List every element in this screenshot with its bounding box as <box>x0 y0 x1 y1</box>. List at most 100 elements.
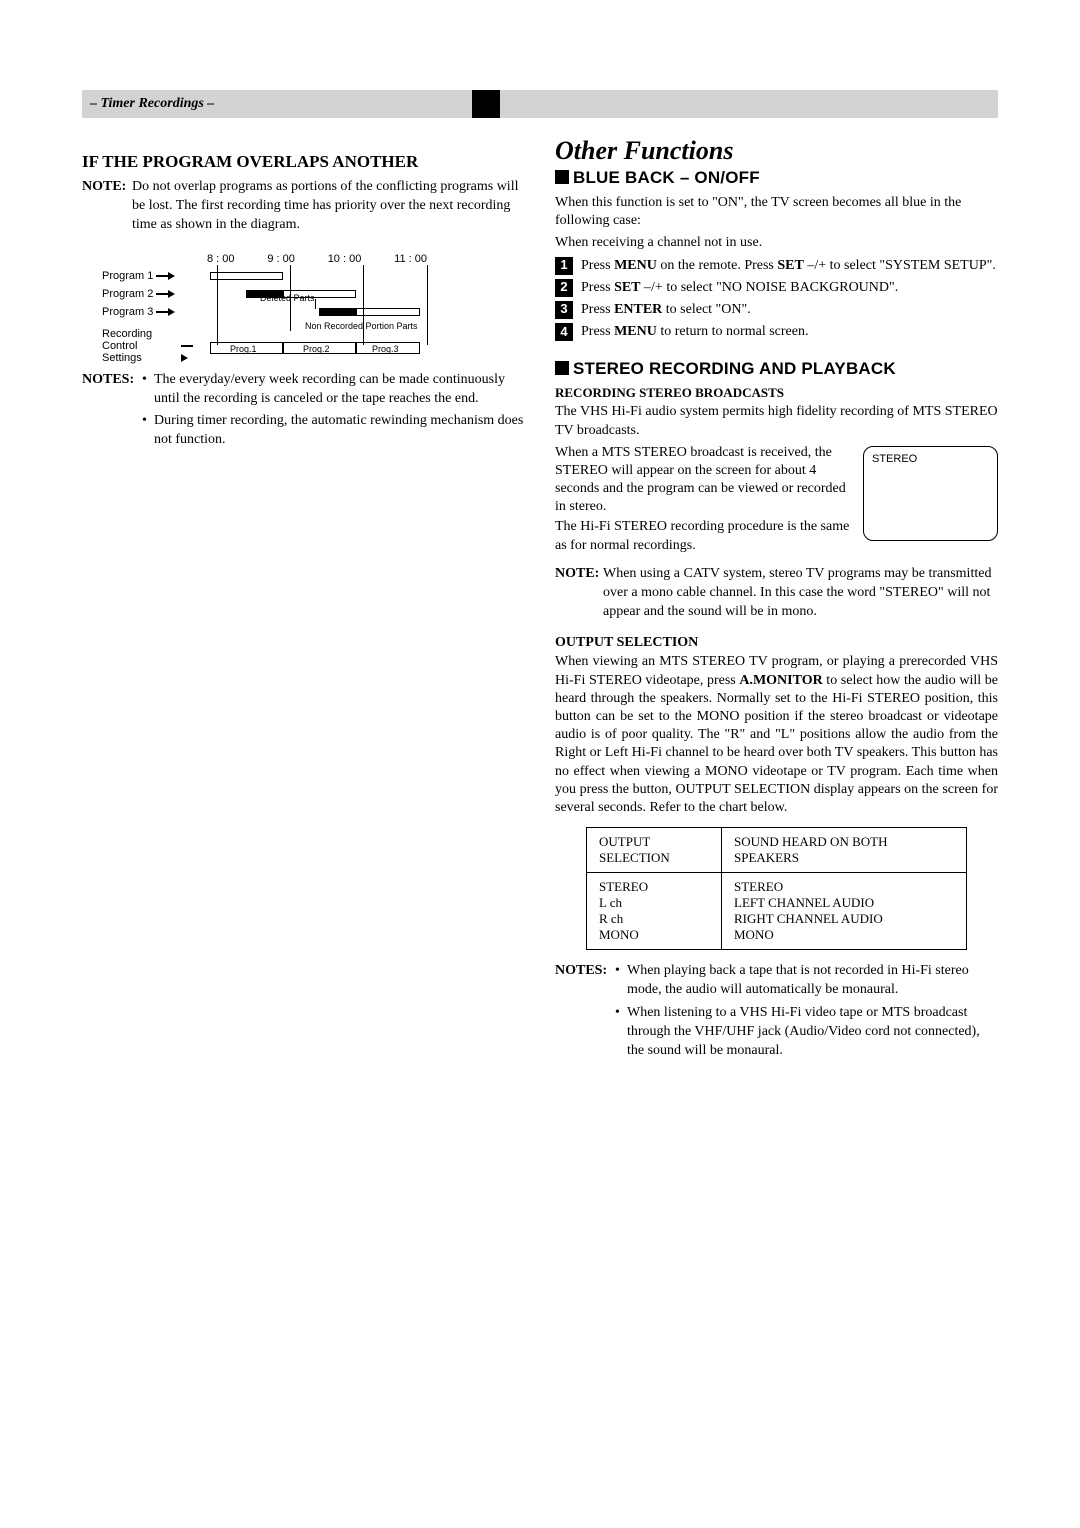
square-bullet-icon <box>555 170 569 184</box>
blueback-intro2: When receiving a channel not in use. <box>555 234 998 252</box>
step-text: Press SET –/+ to select "NO NOISE BACKGR… <box>581 279 998 297</box>
note-item: When listening to a VHS Hi-Fi video tape… <box>615 1004 998 1061</box>
stereo-heading-text: STEREO RECORDING AND PLAYBACK <box>573 359 896 378</box>
arrow-right-icon <box>156 270 175 282</box>
notes-list: The everyday/every week recording can be… <box>142 371 525 455</box>
th-line1: OUTPUT <box>599 834 650 849</box>
timeline <box>200 267 420 285</box>
step-number-icon: 3 <box>555 301 573 319</box>
left-notes: NOTES: The everyday/every week recording… <box>82 371 525 455</box>
notes-label: NOTES: <box>555 962 615 1064</box>
output-body: When viewing an MTS STEREO TV program, o… <box>555 653 998 817</box>
table-row: STEREO L ch R ch MONO STEREO LEFT CHANNE… <box>587 873 967 950</box>
program-label: Program 2 <box>102 288 200 300</box>
th-line2: SPEAKERS <box>734 850 799 865</box>
section-banner: – Timer Recordings – <box>82 90 998 118</box>
step-text: Press ENTER to select "ON". <box>581 301 998 319</box>
prog-label: Prog.1 <box>230 344 257 354</box>
nonrecorded-callout: Non Recorded Portion Parts <box>305 321 418 331</box>
deleted-bar <box>319 308 356 316</box>
right-column: Other Functions BLUE BACK – ON/OFF When … <box>555 136 998 1065</box>
table-cell: STEREO L ch R ch MONO <box>587 873 722 950</box>
note-label: NOTE: <box>82 178 132 235</box>
note-item: The everyday/every week recording can be… <box>142 371 525 409</box>
overlap-diagram: 8 : 00 9 : 00 10 : 00 11 : 00 Program 1 <box>102 253 442 357</box>
left-column: IF THE PROGRAM OVERLAPS ANOTHER NOTE: Do… <box>82 136 525 1065</box>
note-label: NOTE: <box>555 565 603 622</box>
step: 3 Press ENTER to select "ON". <box>555 301 998 319</box>
blueback-heading-text: BLUE BACK – ON/OFF <box>573 168 760 187</box>
arrow-right-icon <box>156 288 175 300</box>
step: 4 Press MENU to return to normal screen. <box>555 323 998 341</box>
blueback-intro1: When this function is set to "ON", the T… <box>555 194 998 230</box>
cell-text: L ch <box>599 895 709 911</box>
prog-label: Prog.3 <box>372 344 399 354</box>
table-header: SOUND HEARD ON BOTHSPEAKERS <box>722 828 967 873</box>
left-heading: IF THE PROGRAM OVERLAPS ANOTHER <box>82 152 525 172</box>
output-heading: OUTPUT SELECTION <box>555 635 998 651</box>
blueback-heading: BLUE BACK – ON/OFF <box>555 168 998 188</box>
step-text: Press MENU to return to normal screen. <box>581 323 998 341</box>
timeline: Prog.1 Prog.2 Prog.3 <box>200 335 420 357</box>
callout-arrow-line <box>315 299 317 309</box>
stereo-indicator-label: STEREO <box>872 453 917 465</box>
th-line2: SELECTION <box>599 850 670 865</box>
page: – Timer Recordings – IF THE PROGRAM OVER… <box>0 0 1080 1125</box>
cell-text: RIGHT CHANNEL AUDIO <box>734 911 954 927</box>
row-label-text: Program 3 <box>102 306 153 318</box>
th-line1: SOUND HEARD ON BOTH <box>734 834 887 849</box>
program-bar <box>356 308 420 316</box>
program-label: Program 1 <box>102 270 200 282</box>
note-item: During timer recording, the automatic re… <box>142 412 525 450</box>
diagram-row: Program 3 Deleted Parts <box>102 303 442 321</box>
cell-text: MONO <box>734 927 954 943</box>
table-header-row: OUTPUTSELECTION SOUND HEARD ON BOTHSPEAK… <box>587 828 967 873</box>
step-text: Press MENU on the remote. Press SET –/+ … <box>581 257 998 275</box>
diagram-row-bottom: Recording Control Settings Prog.1 Prog.2… <box>102 335 442 357</box>
left-note: NOTE: Do not overlap programs as portion… <box>82 178 525 235</box>
diagram-row: Program 1 <box>102 267 442 285</box>
stereo-body-with-box: STEREO When a MTS STEREO broadcast is re… <box>555 444 998 559</box>
note-item: When playing back a tape that is not rec… <box>615 962 998 1000</box>
notes-list: When playing back a tape that is not rec… <box>615 962 998 1064</box>
cell-text: LEFT CHANNEL AUDIO <box>734 895 954 911</box>
recording-settings-label: Recording Control Settings <box>102 328 200 364</box>
row-label-text: Program 1 <box>102 270 153 282</box>
deleted-parts-callout: Deleted Parts <box>260 293 315 303</box>
table-cell: STEREO LEFT CHANNEL AUDIO RIGHT CHANNEL … <box>722 873 967 950</box>
note-text: When using a CATV system, stereo TV prog… <box>603 565 998 622</box>
banner-left-label: – Timer Recordings – <box>82 96 214 112</box>
arrow-right-icon <box>156 306 175 318</box>
step: 1 Press MENU on the remote. Press SET –/… <box>555 257 998 275</box>
step: 2 Press SET –/+ to select "NO NOISE BACK… <box>555 279 998 297</box>
program-bar <box>210 272 283 280</box>
other-functions-heading: Other Functions <box>555 136 998 166</box>
time-tick: 11 : 00 <box>394 253 427 265</box>
columns: IF THE PROGRAM OVERLAPS ANOTHER NOTE: Do… <box>82 136 998 1065</box>
diagram-time-axis: 8 : 00 9 : 00 10 : 00 11 : 00 <box>207 253 427 265</box>
note-text: Do not overlap programs as portions of t… <box>132 178 525 235</box>
row-label-text: Program 2 <box>102 288 153 300</box>
arrow-right-icon <box>181 340 200 364</box>
time-tick: 8 : 00 <box>207 253 235 265</box>
bottom-label-text: Control Settings <box>102 340 178 364</box>
cell-text: MONO <box>599 927 709 943</box>
callout-area: Non Recorded Portion Parts <box>200 321 420 335</box>
cell-text: STEREO <box>734 879 954 895</box>
prog-label: Prog.2 <box>303 344 330 354</box>
banner-black-square <box>472 90 500 118</box>
cell-text: R ch <box>599 911 709 927</box>
output-notes: NOTES: When playing back a tape that is … <box>555 962 998 1064</box>
output-selection-table: OUTPUTSELECTION SOUND HEARD ON BOTHSPEAK… <box>586 827 967 950</box>
time-tick: 10 : 00 <box>328 253 362 265</box>
time-tick: 9 : 00 <box>267 253 295 265</box>
square-bullet-icon <box>555 361 569 375</box>
cell-text: STEREO <box>599 879 709 895</box>
bottom-label-text: Recording <box>102 328 152 340</box>
stereo-note: NOTE: When using a CATV system, stereo T… <box>555 565 998 622</box>
table-header: OUTPUTSELECTION <box>587 828 722 873</box>
stereo-heading: STEREO RECORDING AND PLAYBACK <box>555 359 998 379</box>
step-number-icon: 1 <box>555 257 573 275</box>
stereo-subheading: RECORDING STEREO BROADCASTS <box>555 385 998 401</box>
step-number-icon: 4 <box>555 323 573 341</box>
